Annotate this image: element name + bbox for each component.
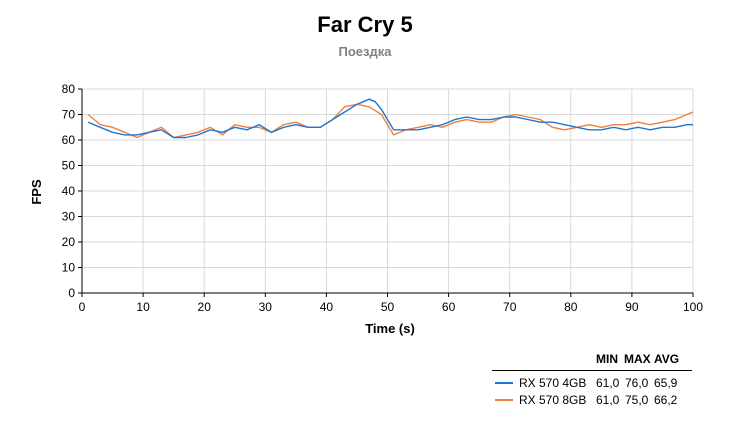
- y-tick-label: 10: [62, 261, 76, 275]
- x-tick-label: 100: [683, 300, 703, 314]
- legend-max-value: 76,0: [625, 376, 649, 390]
- legend-header-avg: AVG: [654, 352, 680, 366]
- legend-avg-value: 66,2: [654, 393, 678, 407]
- x-tick-label: 80: [564, 300, 578, 314]
- legend-min-value: 61,0: [596, 376, 620, 390]
- x-tick-label: 10: [136, 300, 150, 314]
- legend-header-max: MAX: [624, 352, 651, 366]
- x-tick-label: 60: [442, 300, 456, 314]
- y-tick-label: 0: [68, 286, 75, 300]
- y-tick-label: 80: [62, 82, 76, 96]
- legend-item-rx570-8gb: RX 570 8GB 61,0 75,0 66,2: [492, 392, 692, 409]
- series-lines: [87, 98, 694, 139]
- x-tick-label: 40: [320, 300, 334, 314]
- x-axis-label: Time (s): [365, 321, 415, 336]
- x-tick-label: 20: [198, 300, 212, 314]
- axes: 0 10 20 30 40 50 60 70 80 0 10 20 30 40 50 60 70 80 90 100: [62, 82, 704, 314]
- legend-max-value: 75,0: [625, 393, 649, 407]
- legend-swatch: [495, 399, 513, 401]
- legend-header: MIN MAX AVG: [492, 352, 692, 368]
- y-tick-label: 40: [62, 184, 76, 198]
- x-tick-label: 90: [625, 300, 639, 314]
- y-tick-label: 30: [62, 210, 76, 224]
- legend-series-name: RX 570 4GB: [519, 376, 587, 390]
- legend-header-min: MIN: [596, 352, 618, 366]
- chart-subtitle: Поездка: [338, 44, 392, 59]
- y-tick-label: 60: [62, 133, 76, 147]
- chart-title: Far Cry 5: [317, 12, 413, 37]
- legend-item-rx570-4gb: RX 570 4GB 61,0 76,0 65,9: [492, 375, 692, 392]
- y-tick-label: 70: [62, 108, 76, 122]
- series-line-rx-570-4gb: [87, 98, 693, 139]
- x-tick-label: 0: [79, 300, 86, 314]
- legend-avg-value: 65,9: [654, 376, 678, 390]
- legend-divider: [492, 370, 692, 371]
- y-axis-label: FPS: [29, 179, 44, 205]
- x-tick-label: 50: [381, 300, 395, 314]
- x-tick-label: 30: [259, 300, 273, 314]
- x-tick-label: 70: [503, 300, 517, 314]
- y-tick-label: 50: [62, 159, 76, 173]
- legend: MIN MAX AVG RX 570 4GB 61,0 76,0 65,9 RX…: [492, 352, 692, 409]
- legend-swatch: [495, 382, 513, 384]
- y-tick-label: 20: [62, 235, 76, 249]
- series-line-rx-570-8gb: [87, 103, 694, 139]
- legend-series-name: RX 570 8GB: [519, 393, 587, 407]
- legend-min-value: 61,0: [596, 393, 620, 407]
